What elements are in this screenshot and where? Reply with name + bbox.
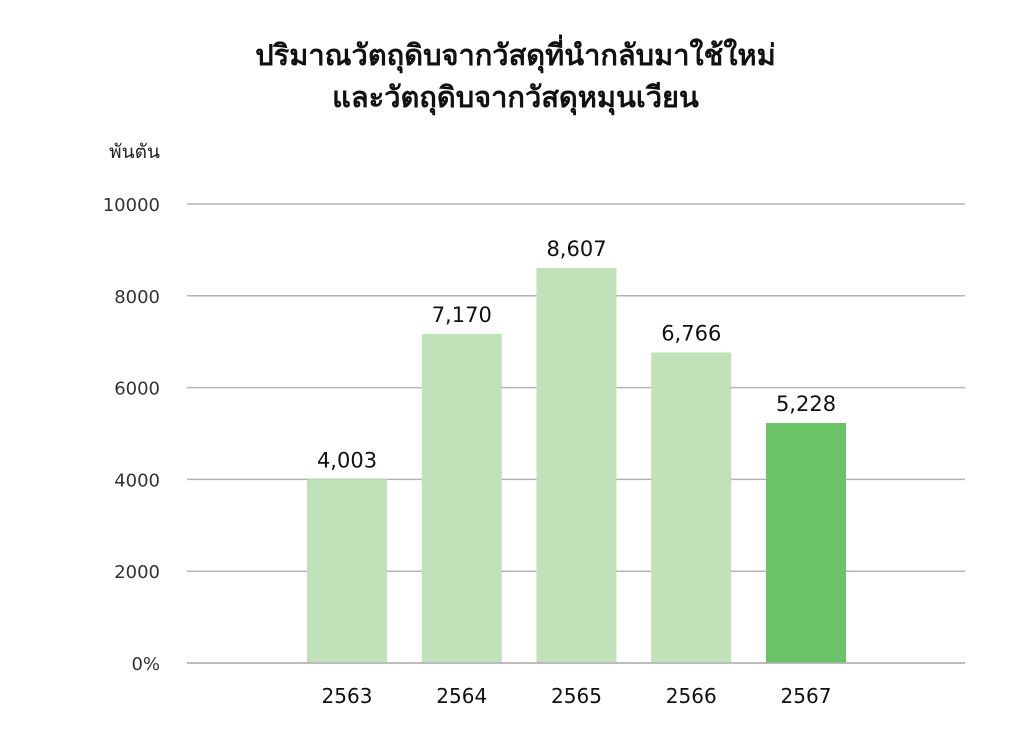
y-tick-label: 4000 xyxy=(114,470,160,491)
y-axis-unit-label: พันตัน xyxy=(109,141,160,163)
chart-title-line-1: ปริมาณวัตถุดิบจากวัสดุที่นำกลับมาใช้ใหม่ xyxy=(255,38,776,72)
data-label: 6,766 xyxy=(661,321,721,345)
bar-2565 xyxy=(536,267,617,663)
y-tick-label: 2000 xyxy=(114,562,160,583)
bar-2564 xyxy=(421,333,502,663)
y-tick-label: 10000 xyxy=(103,195,160,216)
y-tick-label: 6000 xyxy=(114,379,160,400)
chart-title-line-2: และวัตถุดิบจากวัสดุหมุนเวียน xyxy=(332,80,699,114)
bar-2567 xyxy=(766,423,846,663)
bar-2563 xyxy=(307,479,387,663)
y-tick-label: 8000 xyxy=(114,287,160,308)
bar-2566 xyxy=(651,352,732,663)
x-tick-label: 2563 xyxy=(322,684,373,708)
data-label: 5,228 xyxy=(776,392,836,416)
data-label: 4,003 xyxy=(317,448,377,472)
data-label: 8,607 xyxy=(546,237,606,261)
y-tick-label: 0% xyxy=(131,654,160,675)
x-tick-label: 2566 xyxy=(666,684,717,708)
chart-title: ปริมาณวัตถุดิบจากวัสดุที่นำกลับมาใช้ใหม่… xyxy=(0,34,1031,118)
x-tick-label: 2564 xyxy=(436,684,487,708)
x-tick-label: 2565 xyxy=(551,684,602,708)
data-label: 7,170 xyxy=(432,303,492,327)
x-tick-label: 2567 xyxy=(781,684,832,708)
